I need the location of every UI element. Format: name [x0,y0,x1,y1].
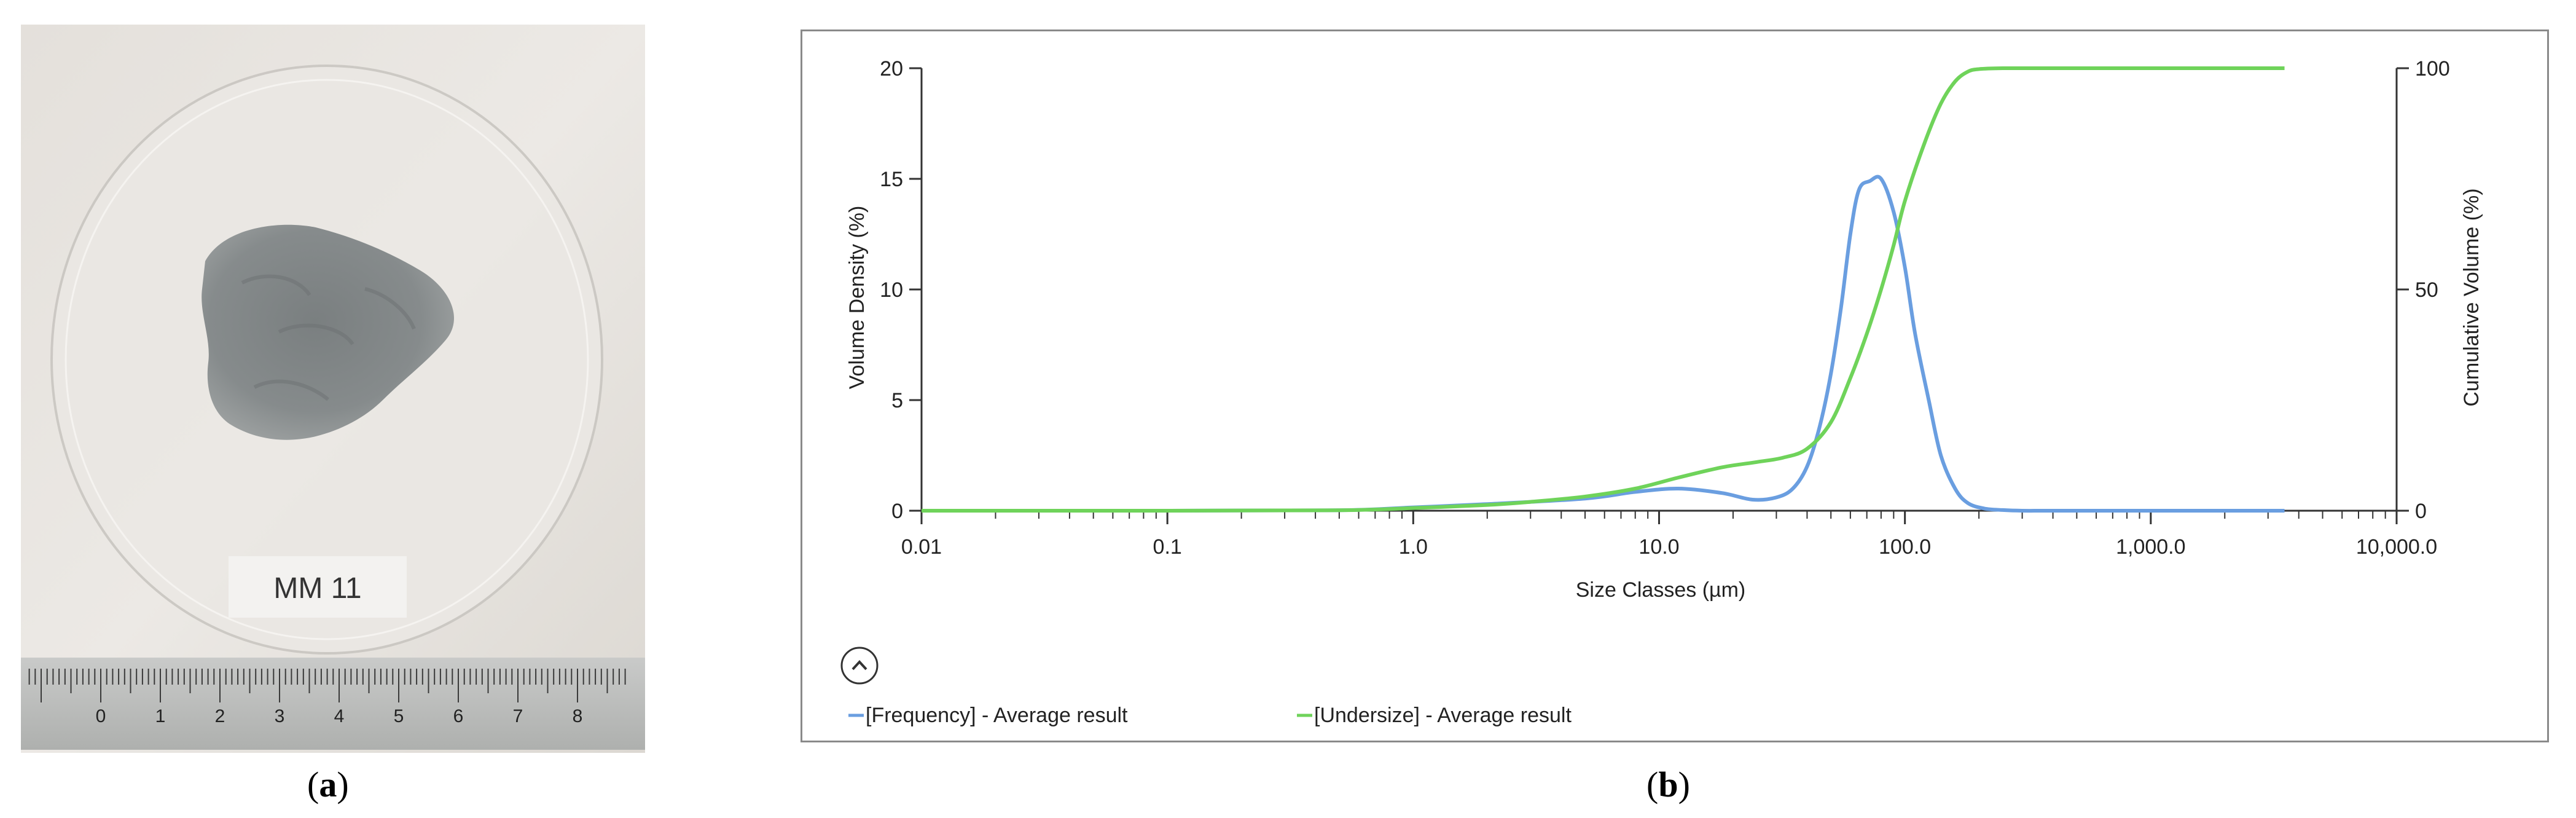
chevron-up-icon [851,660,867,671]
x-tick-label: 100.0 [1879,535,1931,559]
y-tick-label: 20 [880,57,903,81]
powder-pile [202,224,454,440]
powder-texture [241,274,416,401]
legend: [Frequency] - Average result [Undersize]… [848,704,1572,727]
x-tick-label: 10,000.0 [2356,535,2437,559]
x-tick-label: 0.1 [1153,535,1182,559]
panel-label-a: (a) [307,765,349,804]
y-axis-label: Volume Density (%) [845,206,869,390]
watch-glass-highlight [65,79,589,640]
ruler-tick-marks [28,669,626,702]
sample-label: MM 11 [273,572,361,605]
chart-axes [920,68,2398,512]
y-tick-label: 0 [891,500,903,523]
y2-tick-label: 0 [2415,500,2427,523]
ruler-numbers: 0 1 2 3 4 5 6 7 8 [96,706,583,726]
legend-item-undersize: [Undersize] - Average result [1297,704,1572,727]
y2-tick-label: 50 [2415,278,2438,302]
x-tick-label: 0.01 [901,535,942,559]
y-tick-label: 5 [891,389,903,412]
y2-ticks: 0 50 100 [2397,57,2450,523]
ruler-number: 1 [155,706,166,726]
x-tick-label: 10.0 [1638,535,1679,559]
sample-label-card [229,556,407,618]
ruler-number: 7 [513,706,523,726]
size-distribution-chart: 0.01 0.1 1.0 10.0 100.0 1,000.0 10,000.0 0 5 10 1… [840,57,2483,727]
x-ticks: 0.01 0.1 1.0 10.0 100.0 1,000.0 10,000.0 [901,511,2437,559]
ruler-number: 2 [215,706,225,726]
collapse-toggle-button[interactable] [840,647,879,685]
panel-label-b: (b) [1646,765,1690,804]
series-lines [921,66,2285,513]
legend-label-undersize: [Undersize] - Average result [1314,704,1572,727]
undersize-series-line [921,66,2285,513]
y2-tick-label: 100 [2415,57,2450,81]
frequency-series-line [921,175,2285,513]
ruler-number: 4 [334,706,345,726]
y-tick-label: 10 [880,278,903,302]
ruler-number: 8 [573,706,583,726]
ruler-number: 0 [96,706,106,726]
ruler-number: 5 [394,706,404,726]
chart-frame: 0.01 0.1 1.0 10.0 100.0 1,000.0 10,000.0 0 5 10 1… [801,29,2549,742]
legend-item-frequency: [Frequency] - Average result [848,704,1128,727]
y-tick-label: 15 [880,168,903,191]
y-ticks: 0 5 10 15 20 [880,57,922,523]
ruler-number: 3 [275,706,285,726]
x-tick-label: 1,000.0 [2116,535,2185,559]
x-tick-label: 1.0 [1399,535,1428,559]
powder-sample-photo: MM 11 0 1 2 3 4 5 6 7 8 [21,25,645,753]
legend-label-frequency: [Frequency] - Average result [866,704,1128,727]
ruler-number: 6 [453,706,464,726]
x-axis-label: Size Classes (µm) [1576,578,1746,602]
y2-axis-label: Cumulative Volume (%) [2460,188,2483,406]
